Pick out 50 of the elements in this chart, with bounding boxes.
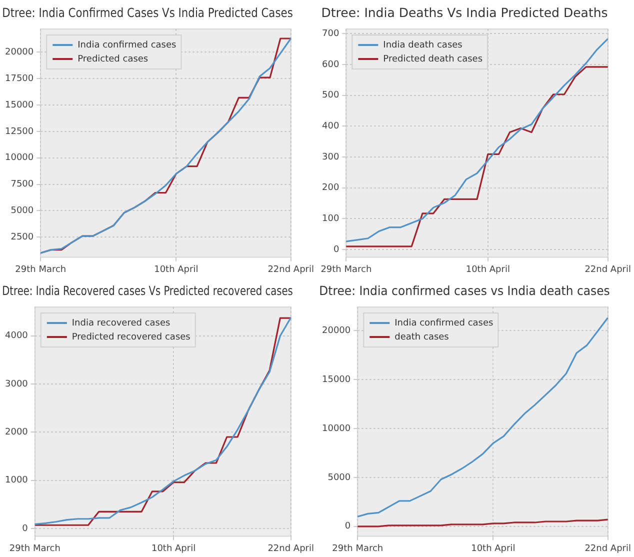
x-tick-label: 29th March: [15, 264, 66, 275]
y-tick-label: 17500: [4, 74, 34, 84]
y-tick-label: 3000: [5, 379, 28, 390]
legend-label: Predicted death cases: [383, 54, 483, 64]
y-tick-label: 400: [322, 121, 340, 132]
y-tick-label: 0: [22, 524, 28, 534]
y-tick-label: 10000: [322, 424, 351, 434]
legend-label: India death cases: [383, 40, 463, 50]
legend-label: Predicted cases: [78, 54, 148, 64]
legend-label: Predicted recovered cases: [72, 332, 191, 342]
y-tick-label: 7500: [10, 180, 34, 190]
y-tick-label: 0: [333, 244, 340, 255]
chart-title: Dtree: India Recovered cases Vs Predicted recovered cases: [2, 284, 294, 298]
y-tick-label: 2000: [5, 428, 28, 438]
y-tick-label: 200: [322, 183, 340, 194]
y-tick-label: 5000: [328, 472, 351, 483]
x-tick-label: 29th March: [332, 544, 384, 554]
y-tick-label: 700: [322, 28, 340, 39]
y-tick-label: 15000: [322, 374, 351, 385]
legend-label: India recovered cases: [72, 318, 171, 328]
legend-label: India confirmed cases: [394, 318, 494, 328]
x-tick-label: 22nd April: [268, 264, 314, 275]
y-tick-label: 20000: [322, 326, 351, 336]
y-tick-label: 20000: [4, 48, 34, 58]
chart-title: Dtree: India Deaths Vs India Predicted Deaths: [321, 4, 608, 20]
x-tick-label: 22nd April: [268, 544, 314, 554]
x-tick-label: 22nd April: [584, 264, 632, 275]
y-tick-label: 2500: [10, 232, 34, 242]
x-tick-label: 10th April: [466, 264, 510, 275]
legend-label: death cases: [394, 332, 450, 342]
y-tick-label: 12500: [4, 126, 34, 137]
x-tick-label: 29th March: [320, 264, 372, 275]
x-tick-label: 29th March: [9, 544, 60, 554]
x-tick-label: 22nd April: [584, 544, 632, 554]
y-tick-label: 10000: [4, 153, 34, 164]
y-tick-label: 1000: [5, 476, 28, 486]
y-tick-label: 600: [322, 60, 340, 70]
chart-title: Dtree: India confirmed cases vs India death cases: [319, 283, 610, 298]
x-tick-label: 10th April: [151, 544, 196, 554]
y-tick-label: 15000: [4, 100, 34, 110]
x-tick-label: 10th April: [154, 264, 198, 275]
y-tick-label: 4000: [5, 331, 28, 342]
y-tick-label: 500: [322, 90, 340, 101]
legend-label: India confirmed cases: [78, 40, 177, 50]
chart-title: Dtree: India Confirmed Cases Vs India Predicted Cases: [2, 4, 293, 20]
y-tick-label: 300: [322, 152, 340, 162]
y-tick-label: 100: [322, 214, 340, 224]
y-tick-label: 0: [344, 522, 351, 532]
y-tick-label: 5000: [10, 206, 34, 216]
x-tick-label: 10th April: [471, 544, 516, 554]
